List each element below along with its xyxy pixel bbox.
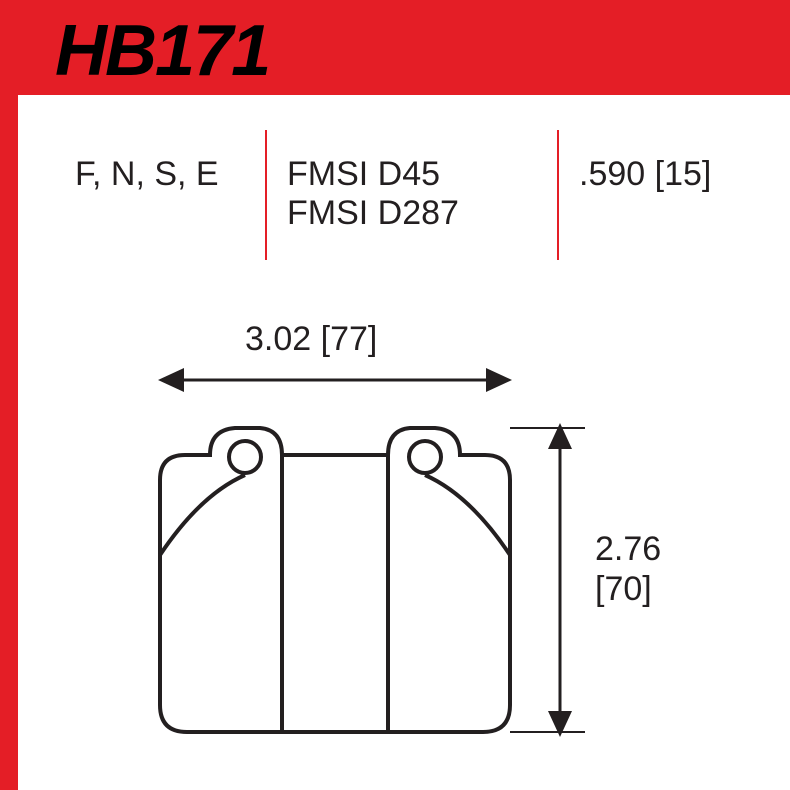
height-dimension-line1: 2.76: [595, 530, 661, 569]
technical-diagram: 3.02 [77] 2.76 [70]: [90, 320, 710, 740]
compounds-col: F, N, S, E: [70, 155, 265, 260]
part-number-title: HB171: [55, 10, 269, 92]
fmsi-col: FMSI D45 FMSI D287: [267, 155, 557, 260]
width-dimension-label: 3.02 [77]: [245, 320, 377, 359]
thickness-col: .590 [15]: [559, 155, 750, 260]
fmsi-line2: FMSI D287: [287, 194, 537, 233]
spec-row: F, N, S, E FMSI D45 FMSI D287 .590 [15]: [70, 155, 750, 260]
left-stripe: [0, 95, 18, 790]
fmsi-line1: FMSI D45: [287, 155, 537, 194]
height-dimension-line2: [70]: [595, 570, 652, 609]
header-bar: HB171: [0, 0, 790, 95]
